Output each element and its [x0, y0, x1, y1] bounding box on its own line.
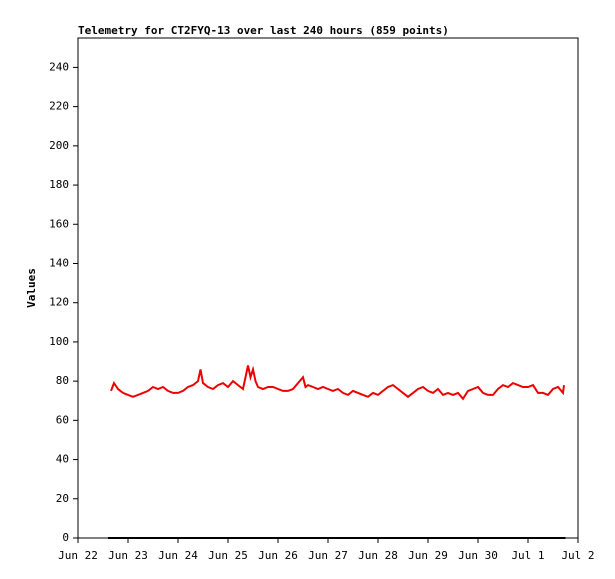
y-tick-label: 80: [56, 374, 69, 387]
y-tick-label: 100: [49, 335, 69, 348]
x-tick-label: Jun 26: [258, 549, 298, 562]
y-tick-label: 200: [49, 139, 69, 152]
x-tick-label: Jun 25: [208, 549, 248, 562]
x-tick-label: Jul 1: [511, 549, 544, 562]
y-tick-label: 0: [62, 531, 69, 544]
y-tick-label: 40: [56, 453, 69, 466]
y-tick-label: 240: [49, 60, 69, 73]
x-tick-label: Jul 2: [561, 549, 594, 562]
x-tick-label: Jun 24: [158, 549, 198, 562]
x-tick-label: Jun 27: [308, 549, 348, 562]
y-tick-label: 180: [49, 178, 69, 191]
data-line: [110, 365, 565, 401]
plot-frame: [77, 37, 579, 539]
y-tick-label: 220: [49, 100, 69, 113]
y-tick-label: 20: [56, 492, 69, 505]
x-tick-label: Jun 23: [108, 549, 148, 562]
x-tick-label: Jun 28: [358, 549, 398, 562]
x-tick-label: Jun 30: [458, 549, 498, 562]
y-tick-label: 160: [49, 217, 69, 230]
y-tick-label: 120: [49, 296, 69, 309]
x-tick-label: Jun 29: [408, 549, 448, 562]
chart-title: Telemetry for CT2FYQ-13 over last 240 ho…: [78, 24, 449, 37]
y-tick-label: 60: [56, 413, 69, 426]
y-tick-label: 140: [49, 256, 69, 269]
y-axis-label: Values: [25, 268, 38, 308]
x-tick-label: Jun 22: [58, 549, 98, 562]
